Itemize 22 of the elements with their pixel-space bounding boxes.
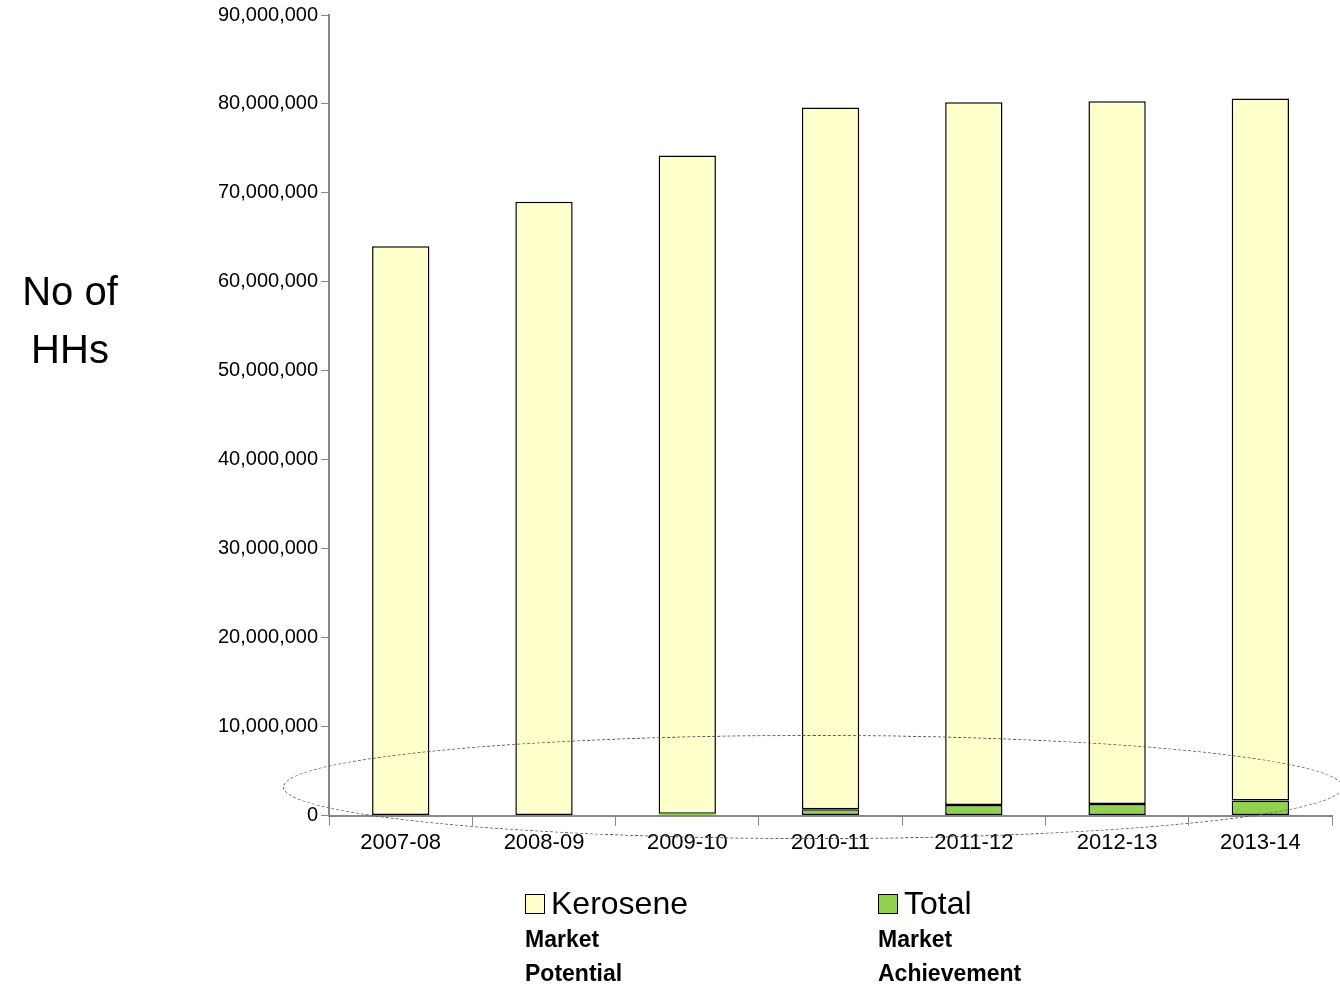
text: Market Potential <box>525 925 624 988</box>
text: Market Achievement <box>878 925 1023 988</box>
x-tick-label: 2010-11 <box>790 828 871 854</box>
x-tick-label: 2007-08 <box>360 828 442 854</box>
legend-label: Total <box>904 885 972 921</box>
y-tick-label: 20,000,000 <box>217 625 319 648</box>
y-tick-label: 40,000,000 <box>217 447 319 470</box>
y-tick-label: 10,000,000 <box>217 714 319 737</box>
y-axis-title: No of HHs <box>21 268 119 373</box>
x-tick-label: 2009-10 <box>646 828 728 854</box>
y-tick-label: 60,000,000 <box>217 269 319 292</box>
y-tick-label: 30,000,000 <box>217 536 319 559</box>
legend-label: Kerosene <box>551 885 688 921</box>
x-tick-label: 2012-13 <box>1076 828 1158 854</box>
y-tick-label: 70,000,000 <box>217 180 319 203</box>
y-tick-label: 90,000,000 <box>217 2 319 25</box>
y-tick-label: 50,000,000 <box>217 358 319 381</box>
y-tick-label: 80,000,000 <box>217 91 319 114</box>
x-tick-label: 2011-12 <box>934 828 1014 854</box>
x-tick-label: 2008-09 <box>503 828 585 854</box>
y-tick-label: 0 <box>306 803 319 826</box>
x-tick-label: 2013-14 <box>1219 828 1301 854</box>
